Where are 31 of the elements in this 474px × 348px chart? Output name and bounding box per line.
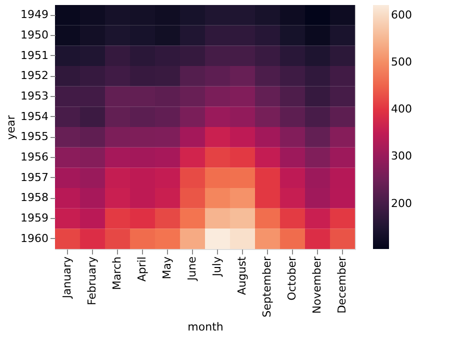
x-tick-label: May: [160, 256, 174, 280]
color-bar-label: 200: [391, 196, 412, 210]
x-axis-title: month: [188, 320, 224, 334]
y-tick-label: 1951: [20, 48, 48, 62]
x-tick-label: November: [310, 256, 324, 314]
x-tick-label: August: [236, 256, 248, 295]
x-tick-label: April: [136, 256, 148, 282]
x-tick-label: September: [260, 256, 274, 318]
y-tick-label: 1956: [20, 150, 48, 164]
y-tick-label: 1955: [20, 130, 48, 144]
y-tick-label: 1952: [20, 69, 48, 82]
y-tick-label: 1960: [20, 232, 48, 245]
x-tick-label: February: [86, 256, 98, 306]
y-tick-label: 1949: [20, 8, 48, 22]
x-tick-label: December: [336, 256, 348, 314]
x-tick-label: October: [286, 256, 298, 301]
color-bar-label: 500: [391, 55, 412, 68]
y-tick-label: 1959: [20, 212, 48, 224]
color-bar-label: 600: [391, 8, 412, 22]
y-tick-label: 1950: [20, 28, 48, 42]
x-tick-label: March: [110, 256, 124, 290]
x-tick-label: January: [60, 256, 74, 300]
y-tick-label: 1957: [20, 170, 48, 184]
x-tick-label: July: [210, 256, 224, 278]
x-tick-label: June: [186, 256, 198, 282]
y-tick-label: 1953: [20, 90, 48, 102]
color-bar-label: 400: [391, 102, 412, 116]
y-tick-label: 1958: [20, 191, 48, 204]
y-axis-title: year: [4, 114, 18, 140]
color-bar-label: 300: [391, 150, 412, 163]
y-tick-label: 1954: [20, 110, 48, 123]
